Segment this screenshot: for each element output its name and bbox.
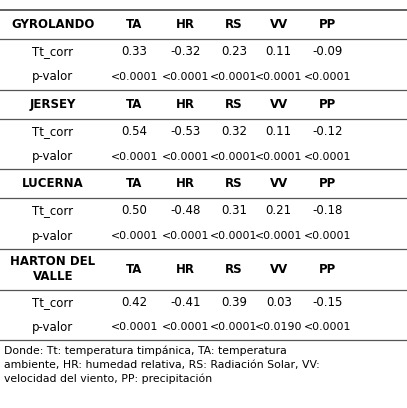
Text: <0.0001: <0.0001 xyxy=(111,72,158,82)
Text: -0.32: -0.32 xyxy=(170,45,200,58)
Text: -0.48: -0.48 xyxy=(170,204,200,217)
Text: HR: HR xyxy=(176,18,195,31)
Text: PP: PP xyxy=(319,18,336,31)
Text: <0.0001: <0.0001 xyxy=(111,231,158,241)
Text: Tt_corr: Tt_corr xyxy=(32,45,74,58)
Text: TA: TA xyxy=(126,177,142,190)
Text: JERSEY: JERSEY xyxy=(30,98,76,111)
Text: VV: VV xyxy=(270,263,288,276)
Text: RS: RS xyxy=(225,263,243,276)
Text: <0.0001: <0.0001 xyxy=(210,231,258,241)
Text: <0.0001: <0.0001 xyxy=(304,72,351,82)
Text: VV: VV xyxy=(270,177,288,190)
Text: LUCERNA: LUCERNA xyxy=(22,177,84,190)
Text: -0.15: -0.15 xyxy=(313,296,343,308)
Text: 0.50: 0.50 xyxy=(121,204,147,217)
Text: TA: TA xyxy=(126,98,142,111)
Text: HR: HR xyxy=(176,263,195,276)
Text: 0.33: 0.33 xyxy=(121,45,147,58)
Text: <0.0001: <0.0001 xyxy=(162,231,209,241)
Text: <0.0001: <0.0001 xyxy=(111,322,158,333)
Text: RS: RS xyxy=(225,177,243,190)
Text: -0.12: -0.12 xyxy=(313,125,343,138)
Text: HR: HR xyxy=(176,98,195,111)
Text: p-valor: p-valor xyxy=(32,230,74,243)
Text: HR: HR xyxy=(176,177,195,190)
Text: <0.0001: <0.0001 xyxy=(255,72,302,82)
Text: 0.31: 0.31 xyxy=(221,204,247,217)
Text: <0.0001: <0.0001 xyxy=(255,231,302,241)
Text: PP: PP xyxy=(319,263,336,276)
Text: 0.54: 0.54 xyxy=(121,125,147,138)
Text: 0.39: 0.39 xyxy=(221,296,247,308)
Text: -0.18: -0.18 xyxy=(313,204,343,217)
Text: <0.0001: <0.0001 xyxy=(210,151,258,162)
Text: 0.23: 0.23 xyxy=(221,45,247,58)
Text: PP: PP xyxy=(319,177,336,190)
Text: <0.0001: <0.0001 xyxy=(255,151,302,162)
Text: Tt_corr: Tt_corr xyxy=(32,296,74,308)
Text: VV: VV xyxy=(270,98,288,111)
Text: -0.09: -0.09 xyxy=(313,45,343,58)
Text: Tt_corr: Tt_corr xyxy=(32,204,74,217)
Text: p-valor: p-valor xyxy=(32,71,74,84)
Text: HARTON DEL
VALLE: HARTON DEL VALLE xyxy=(10,255,96,283)
Text: Donde: Tt: temperatura timpánica, TA: temperatura
ambiente, HR: humedad relativa: Donde: Tt: temperatura timpánica, TA: te… xyxy=(4,346,320,384)
Text: 0.11: 0.11 xyxy=(266,45,292,58)
Text: -0.41: -0.41 xyxy=(170,296,200,308)
Text: 0.42: 0.42 xyxy=(121,296,147,308)
Text: <0.0001: <0.0001 xyxy=(304,231,351,241)
Text: RS: RS xyxy=(225,18,243,31)
Text: <0.0001: <0.0001 xyxy=(304,322,351,333)
Text: 0.03: 0.03 xyxy=(266,296,292,308)
Text: <0.0001: <0.0001 xyxy=(210,322,258,333)
Text: <0.0001: <0.0001 xyxy=(162,322,209,333)
Text: <0.0001: <0.0001 xyxy=(111,151,158,162)
Text: RS: RS xyxy=(225,98,243,111)
Text: VV: VV xyxy=(270,18,288,31)
Text: TA: TA xyxy=(126,18,142,31)
Text: p-valor: p-valor xyxy=(32,321,74,334)
Text: 0.32: 0.32 xyxy=(221,125,247,138)
Text: <0.0001: <0.0001 xyxy=(304,151,351,162)
Text: <0.0001: <0.0001 xyxy=(162,151,209,162)
Text: <0.0001: <0.0001 xyxy=(162,72,209,82)
Text: 0.21: 0.21 xyxy=(266,204,292,217)
Text: p-valor: p-valor xyxy=(32,150,74,163)
Text: Tt_corr: Tt_corr xyxy=(32,125,74,138)
Text: 0.11: 0.11 xyxy=(266,125,292,138)
Text: <0.0001: <0.0001 xyxy=(210,72,258,82)
Text: TA: TA xyxy=(126,263,142,276)
Text: PP: PP xyxy=(319,98,336,111)
Text: GYROLANDO: GYROLANDO xyxy=(11,18,94,31)
Text: <0.0190: <0.0190 xyxy=(255,322,302,333)
Text: -0.53: -0.53 xyxy=(170,125,200,138)
